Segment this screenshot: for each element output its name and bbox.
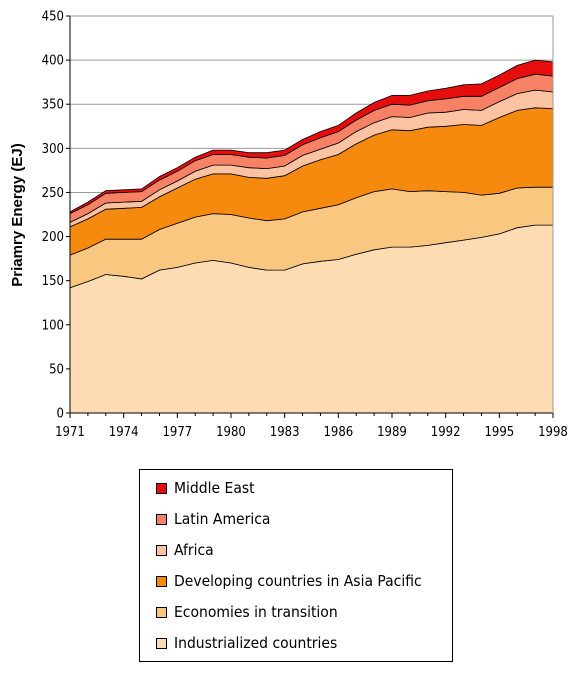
x-tick-label-1995: 1995 (484, 425, 514, 440)
legend-label: Industrialized countries (174, 634, 338, 652)
y-tick-label-300: 300 (42, 142, 64, 157)
legend-swatch (156, 482, 167, 494)
x-tick-label-1986: 1986 (323, 425, 353, 440)
legend-swatch (156, 575, 167, 587)
y-tick-label-100: 100 (42, 318, 64, 333)
legend-swatch (156, 513, 167, 525)
y-tick-label-50: 50 (49, 362, 64, 377)
legend-item: Economies in transition (156, 602, 338, 622)
legend-label: Developing countries in Asia Pacific (174, 572, 422, 590)
x-tick-label-1977: 1977 (162, 425, 192, 440)
y-tick-labels: 0 50 100 150 200 250 300 350 400 450 (42, 10, 64, 422)
x-tick-label-1983: 1983 (270, 425, 300, 440)
y-tick-label-450: 450 (42, 10, 64, 25)
axes (66, 15, 554, 418)
x-tick-label-1989: 1989 (377, 425, 407, 440)
legend-item: Industrialized countries (156, 633, 337, 653)
x-tick-label-1980: 1980 (216, 425, 246, 440)
legend-item: Middle East (156, 478, 255, 498)
y-tick-label-400: 400 (42, 54, 64, 69)
legend-swatch (156, 606, 167, 618)
x-tick-label-1974: 1974 (109, 425, 139, 440)
x-tick-labels: 1971 1974 1977 1980 1983 1986 1989 1992 1995 1998 (55, 425, 568, 440)
legend-label: Africa (174, 541, 214, 559)
legend: Middle East Latin America Africa Developing… (139, 469, 453, 662)
x-tick-label-1971: 1971 (55, 425, 85, 440)
area-chart: 0 50 100 150 200 250 300 350 400 450 1971 1974 1977… (9, 10, 568, 441)
legend-label: Latin America (174, 510, 271, 528)
x-tick-label-1992: 1992 (431, 425, 461, 440)
area-series (69, 59, 554, 414)
x-tick-label-1998: 1998 (538, 425, 568, 440)
legend-item: Latin America (156, 509, 270, 529)
y-tick-label-0: 0 (57, 407, 64, 422)
y-tick-label-350: 350 (42, 98, 64, 113)
legend-item: Developing countries in Asia Pacific (156, 571, 422, 591)
y-tick-label-250: 250 (42, 186, 64, 201)
legend-label: Economies in transition (174, 603, 338, 621)
y-tick-label-150: 150 (42, 274, 64, 289)
legend-swatch (156, 637, 167, 649)
y-axis-label: Priamry Energy (EJ) (9, 143, 26, 286)
legend-swatch (156, 544, 167, 556)
legend-item: Africa (156, 540, 214, 560)
legend-label: Middle East (174, 479, 255, 497)
y-tick-label-200: 200 (42, 230, 64, 245)
